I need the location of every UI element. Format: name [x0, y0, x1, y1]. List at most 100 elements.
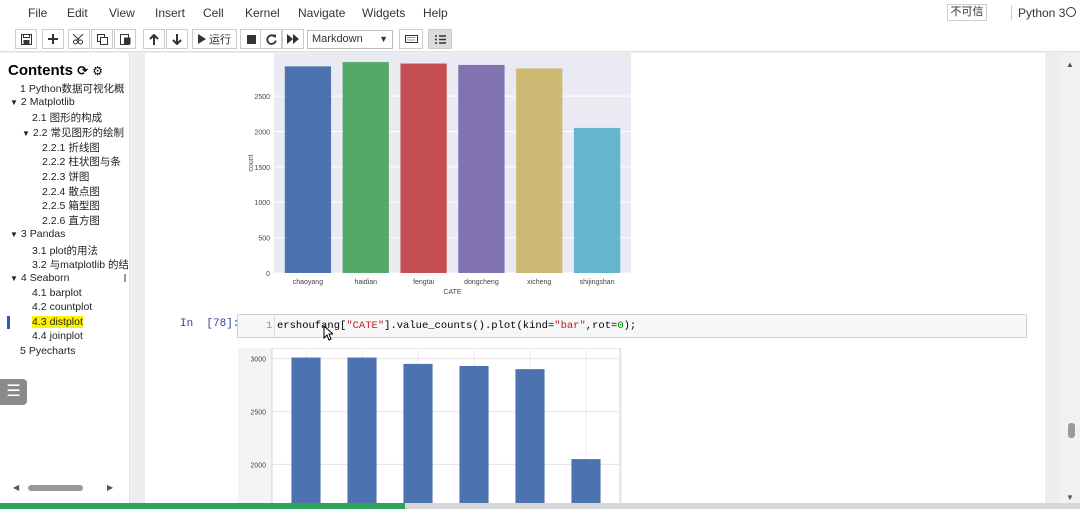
toc-item-2-2[interactable]: ▼ 2.2 常见图形的绘制 [22, 125, 128, 140]
list-icon [434, 34, 446, 44]
bar [515, 369, 545, 509]
toc-item-text: 2.1 图形的构成 [32, 112, 102, 124]
toc-item-label: Pyecharts [28, 345, 76, 357]
bar [291, 357, 321, 509]
toc-item-2-2-3[interactable]: 2.2.3 饼图 [42, 169, 128, 184]
paste-button[interactable] [114, 29, 136, 49]
toc-title: Contents [8, 62, 73, 79]
bar-haidian [342, 62, 389, 273]
toc-item-number: 4.3 [32, 316, 47, 328]
cell-type-select[interactable]: Markdown ▼ [307, 30, 393, 49]
caret-down-icon[interactable]: ▼ [22, 129, 30, 138]
caret-down-icon[interactable]: ▼ [10, 274, 18, 283]
toc-item-number: 2.2.5 [42, 200, 66, 212]
toc-item-3-2[interactable]: 3.2 与matplotlib 的结 [32, 257, 128, 272]
menu-help[interactable]: Help [423, 6, 448, 20]
move-down-button[interactable] [166, 29, 188, 49]
toc-item-3[interactable]: ▼ 3 Pandas [10, 228, 128, 240]
bar-dongcheng [458, 64, 505, 273]
bar [347, 357, 377, 509]
copy-button[interactable] [91, 29, 113, 49]
bar [403, 363, 433, 509]
toc-item-4-4[interactable]: 4.4 joinplot [32, 330, 128, 342]
command-palette-button[interactable] [399, 29, 423, 49]
menu-cell[interactable]: Cell [203, 6, 224, 20]
scissors-icon [73, 33, 84, 44]
keyboard-icon [404, 35, 418, 43]
toc-item-2-2-5[interactable]: 2.2.5 箱型图 [42, 198, 128, 213]
menu-insert[interactable]: Insert [155, 6, 186, 20]
menu-edit[interactable]: Edit [67, 6, 88, 20]
toc-item-2-2-1[interactable]: 2.2.1 折线图 [42, 140, 128, 155]
plus-icon [48, 34, 58, 44]
menu-kernel[interactable]: Kernel [245, 6, 280, 20]
caret-down-icon[interactable]: ▼ [10, 230, 18, 239]
scroll-right-icon[interactable]: ▶ [107, 483, 114, 492]
toc-item-2[interactable]: ▼ 2 Matplotlib [10, 96, 128, 108]
toc-item-2-2-4[interactable]: 2.2.4 散点图 [42, 184, 128, 199]
interrupt-button[interactable] [240, 29, 262, 49]
caret-down-icon[interactable]: ▼ [10, 98, 18, 107]
code-line[interactable]: ershoufang["CATE"].value_counts().plot(k… [277, 320, 636, 332]
horizontal-scrollbar-thumb[interactable] [28, 485, 83, 491]
toc-item-5[interactable]: 5 Pyecharts [20, 345, 128, 357]
restart-button[interactable] [260, 29, 282, 49]
toc-item-label: 常见图形的绘制 [50, 127, 125, 139]
toc-item-number: 4.2 [32, 301, 47, 313]
bar-shijingshan [573, 127, 621, 273]
menu-view[interactable]: View [109, 6, 135, 20]
trusted-badge[interactable]: 不可信 [947, 4, 987, 21]
toc-item-label: 折线图 [68, 142, 100, 154]
gear-icon[interactable]: ⚙ [92, 64, 104, 78]
toc-item-4-3[interactable]: 4.3 distplot [32, 316, 128, 328]
scroll-left-icon[interactable]: ◀ [13, 483, 20, 492]
scroll-down-icon[interactable]: ▼ [1066, 493, 1074, 502]
menu-widgets[interactable]: Widgets [362, 6, 406, 20]
toc-item-2-1[interactable]: 2.1 图形的构成 [32, 110, 128, 125]
toc-item-4-1[interactable]: 4.1 barplot [32, 287, 128, 299]
toolbar: 运行 Markdown ▼ [0, 26, 1080, 52]
play-icon [198, 34, 206, 44]
restart-run-all-button[interactable] [282, 29, 304, 49]
toc-item-number: 2.2.1 [42, 142, 66, 154]
insert-cell-button[interactable] [42, 29, 64, 49]
toc-item-2-2-2[interactable]: 2.2.2 柱状图与条 [42, 154, 128, 169]
toc-item-4-2[interactable]: 4.2 countplot [32, 301, 128, 313]
toc-item-number: 2.2.4 [42, 186, 66, 198]
y-tick-label: 2000 [250, 462, 266, 469]
y-tick-label: 2000 [254, 129, 270, 136]
toc-item-text: 4.3 distplot [32, 316, 83, 328]
toc-item-label: 饼图 [68, 171, 90, 183]
toc-item-text: 2.2.1 折线图 [42, 142, 100, 154]
code-cell-editor[interactable]: 1 ershoufang["CATE"].value_counts().plot… [237, 314, 1027, 338]
x-tick-label: shijingshan [580, 279, 615, 286]
x-axis-label: CATE [443, 289, 461, 296]
toc-resize-grip[interactable] [124, 274, 126, 282]
arrow-down-icon [172, 33, 182, 45]
code-bracket: [ [340, 320, 347, 332]
toc-item-3-1[interactable]: 3.1 plot的用法 [32, 243, 128, 258]
move-up-button[interactable] [143, 29, 165, 49]
toc-item-text: 2.2 常见图形的绘制 [33, 127, 124, 139]
toc-item-4[interactable]: ▼ 4 Seaborn [10, 272, 128, 284]
toc-item-text: 2 Matplotlib [21, 96, 75, 108]
run-button[interactable]: 运行 [192, 29, 237, 49]
menu-file[interactable]: File [28, 6, 48, 20]
x-tick-label: chaoyang [293, 279, 323, 286]
toc-toggle-button[interactable] [428, 29, 452, 49]
refresh-icon[interactable]: ⟳ [77, 63, 89, 78]
toc-float-button[interactable]: ☰ [0, 379, 27, 405]
arrow-up-icon [149, 33, 159, 45]
vertical-scrollbar[interactable] [1062, 53, 1080, 509]
code-end: ); [623, 320, 637, 332]
menu-navigate[interactable]: Navigate [298, 6, 346, 20]
toc-item-1[interactable]: 1 Python数据可视化概 [20, 81, 128, 96]
kernel-divider [1011, 5, 1012, 20]
cut-button[interactable] [68, 29, 90, 49]
toc-item-text: 3 Pandas [21, 228, 65, 240]
scroll-up-icon[interactable]: ▲ [1066, 60, 1074, 69]
code-string-kind: "bar" [554, 320, 586, 332]
save-button[interactable] [15, 29, 37, 49]
vertical-scrollbar-thumb[interactable] [1068, 423, 1075, 438]
toc-item-2-2-6[interactable]: 2.2.6 直方图 [42, 213, 128, 228]
